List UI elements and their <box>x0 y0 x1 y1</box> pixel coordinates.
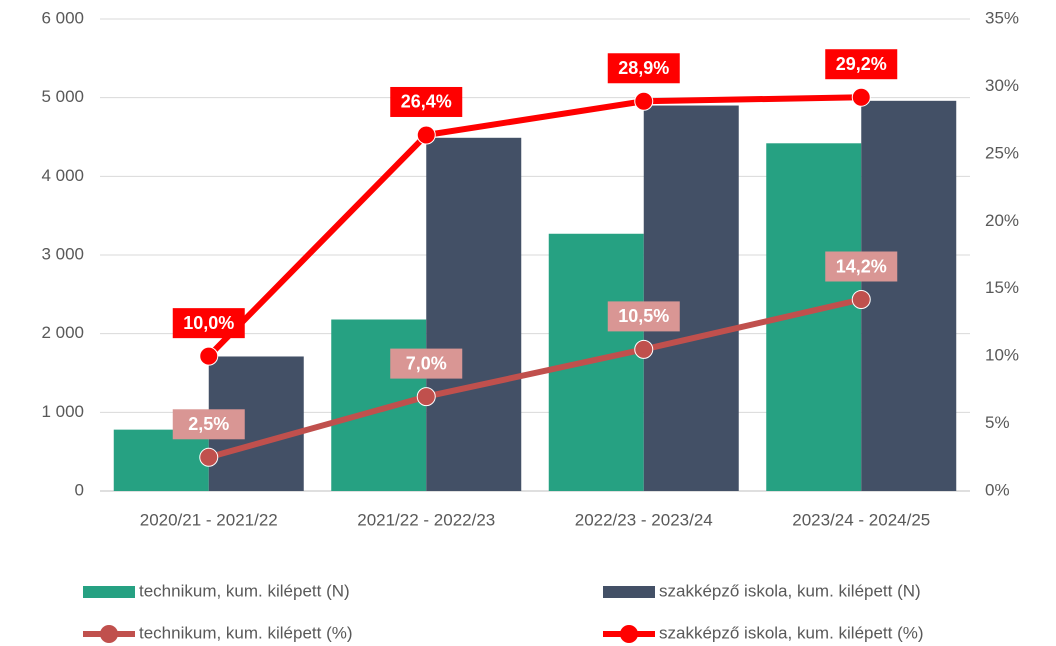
y2-tick-label: 35% <box>985 8 1019 27</box>
legend-label: szakképző iskola, kum. kilépett (%) <box>659 623 924 642</box>
marker <box>851 87 871 107</box>
label-box <box>172 308 245 339</box>
y-tick-label: 4 000 <box>41 166 84 185</box>
x-tick-label: 2021/22 - 2022/23 <box>357 510 495 529</box>
bar <box>861 100 957 492</box>
bar <box>426 137 522 491</box>
y2-tick-label: 30% <box>985 76 1019 95</box>
y-tick-label: 3 000 <box>41 244 84 263</box>
marker <box>416 125 436 145</box>
label-box <box>825 49 898 80</box>
marker <box>199 346 219 366</box>
y-tick-label: 5 000 <box>41 87 84 106</box>
legend-label: szakképző iskola, kum. kilépett (N) <box>659 581 921 600</box>
y2-tick-label: 15% <box>985 278 1019 297</box>
y2-tick-label: 25% <box>985 143 1019 162</box>
legend-swatch <box>100 625 118 643</box>
marker <box>634 339 654 359</box>
marker <box>416 387 436 407</box>
y-tick-label: 2 000 <box>41 323 84 342</box>
data-label: 26,4% <box>401 92 452 112</box>
legend-label: technikum, kum. kilépett (N) <box>139 581 350 600</box>
data-label: 14,2% <box>836 256 887 276</box>
data-label: 7,0% <box>406 353 447 373</box>
label-box <box>390 348 463 379</box>
bar <box>331 319 427 491</box>
y-tick-label: 0 <box>75 480 84 499</box>
x-tick-label: 2020/21 - 2021/22 <box>140 510 278 529</box>
line <box>207 296 862 461</box>
data-label: 29,2% <box>836 54 887 74</box>
y-tick-label: 6 000 <box>41 8 84 27</box>
line <box>206 94 862 359</box>
bar <box>113 429 209 491</box>
y2-tick-label: 0% <box>985 480 1010 499</box>
label-box <box>825 251 898 282</box>
y2-tick-label: 5% <box>985 413 1010 432</box>
marker <box>851 290 871 310</box>
label-box <box>607 53 680 84</box>
bar <box>643 105 739 492</box>
y-tick-label: 1 000 <box>41 402 84 421</box>
legend-swatch <box>83 586 135 598</box>
y2-tick-label: 20% <box>985 211 1019 230</box>
label-box <box>172 409 245 440</box>
marker <box>634 91 654 111</box>
x-tick-label: 2022/23 - 2023/24 <box>575 510 713 529</box>
legend-swatch <box>603 586 655 598</box>
legend-label: technikum, kum. kilépett (%) <box>139 623 353 642</box>
data-label: 2,5% <box>188 414 229 434</box>
marker <box>199 447 219 467</box>
y2-tick-label: 10% <box>985 346 1019 365</box>
data-label: 10,5% <box>618 306 669 326</box>
label-box <box>607 301 680 332</box>
x-tick-label: 2023/24 - 2024/25 <box>792 510 930 529</box>
data-label: 28,9% <box>618 58 669 78</box>
legend-swatch <box>620 625 638 643</box>
data-label: 10,0% <box>183 313 234 333</box>
label-box <box>390 86 463 117</box>
